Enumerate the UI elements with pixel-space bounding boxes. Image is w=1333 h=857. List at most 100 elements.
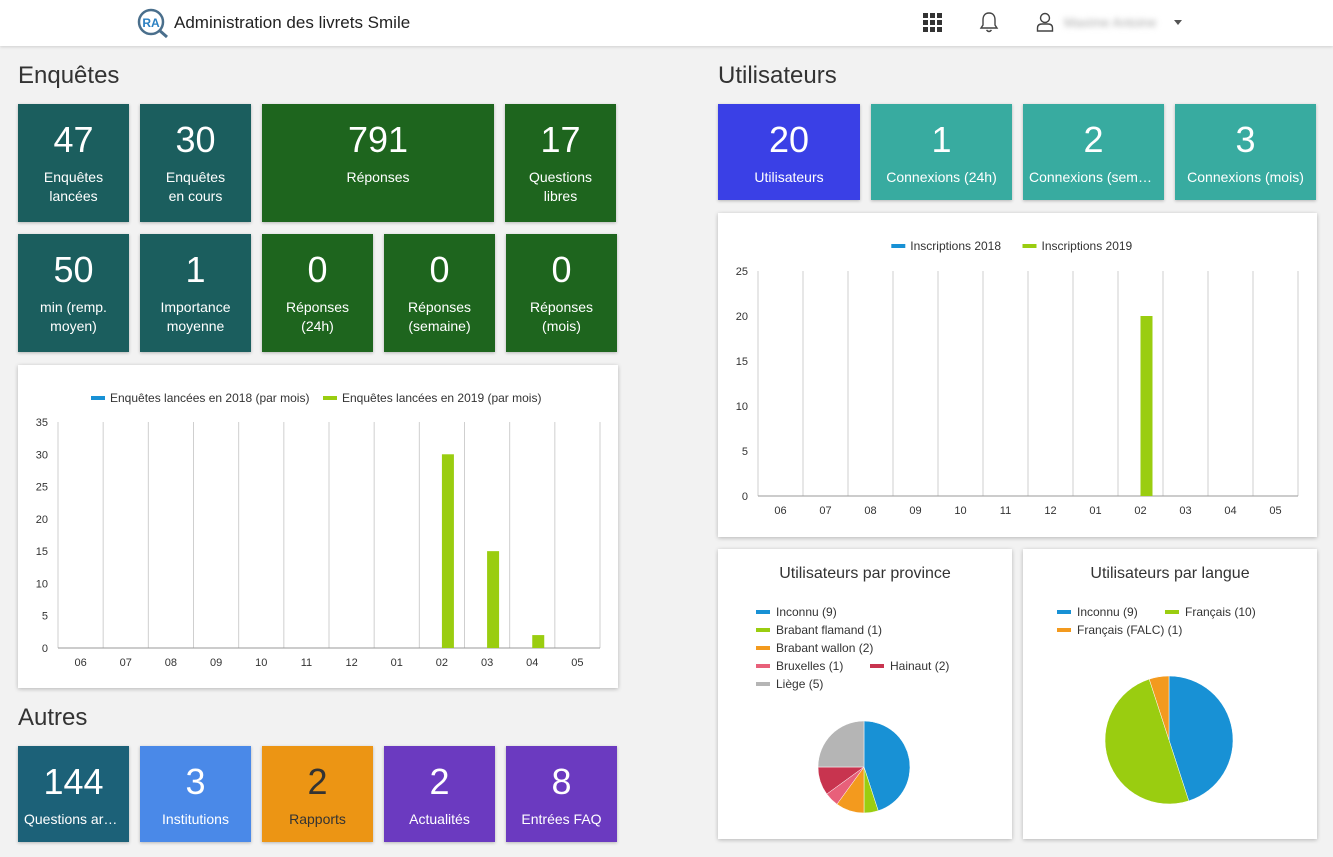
y-tick-label: 20 [736,311,748,323]
inscriptions-bar-chart: Inscriptions 2018 Inscriptions 2019051015… [736,239,1299,517]
tile-value: 0 [307,249,328,290]
x-tick-label: 04 [526,657,538,669]
x-tick-label: 08 [165,657,177,669]
tile-label: Importance moyenne [160,299,231,334]
section-title-autres: Autres [18,704,88,731]
x-tick-label: 04 [1224,505,1236,517]
x-tick-label: 03 [481,657,493,669]
legend-label: Brabant wallon (2) [776,641,873,655]
tile-label: Enquêtes lancées [43,169,104,204]
legend-swatch [756,610,770,614]
tile-enquetes-en-cours[interactable]: 30 Enquêtes en cours [140,104,251,222]
x-tick-label: 02 [1134,505,1146,517]
user-menu-caret-icon[interactable] [1174,20,1182,25]
x-tick-label: 11 [301,657,312,669]
y-tick-label: 5 [42,611,48,623]
tile-actualites[interactable]: 2 Actualités [384,746,495,842]
tile-connexions-24h[interactable]: 1 Connexions (24h) [871,104,1012,200]
tile-institutions[interactable]: 3 Institutions [140,746,251,842]
tile-label: Enquêtes en cours [165,169,226,204]
tile-label: Utilisateurs [754,169,824,185]
y-tick-label: 20 [36,514,48,526]
inscriptions-chart-card: Inscriptions 2018 Inscriptions 2019 0 5 10 15… [718,213,1317,537]
legend-label: Inscriptions 2019 [1042,239,1133,253]
legend-label: Enquêtes lancées en 2018 (par mois) [110,391,309,405]
tile-value: 50 [53,249,94,290]
tile-label: Questions libres [528,169,593,204]
notification-bell-icon[interactable] [979,11,999,33]
pie-slice [863,720,911,812]
tile-label: Questions archivées [24,811,129,827]
tile-temps-remplissage[interactable]: 50 min (remp. moyen) [18,234,129,352]
app-logo-icon[interactable]: RA [137,8,169,38]
tile-value: 3 [185,761,206,802]
tile-enquetes-lancees[interactable]: 47 Enquêtes lancées [18,104,129,222]
x-tick-label: 06 [774,505,786,517]
tile-value: 3 [1235,119,1256,160]
tile-entrees-faq[interactable]: 8 Entrées FAQ [506,746,617,842]
tile-utilisateurs[interactable]: 20 Utilisateurs [718,104,860,200]
legend-label: Inconnu (9) [1077,605,1138,619]
pie-slice [1104,678,1190,805]
tile-importance-moyenne[interactable]: 1 Importance moyenne [140,234,251,352]
x-tick-label: 06 [74,657,86,669]
tile-value: 1 [931,119,952,160]
legend-label: Inconnu (9) [776,605,837,619]
bar [532,635,545,648]
tile-connexions-mois[interactable]: 3 Connexions (mois) [1175,104,1316,200]
tile-label: Réponses (semaine) [407,299,472,334]
x-tick-label: 12 [345,657,357,669]
tile-value: 0 [551,249,572,290]
langue-pie-chart: Utilisateurs par langue Inconnu (9) França… [1057,565,1256,805]
legend-label: Hainaut (2) [890,659,949,673]
x-tick-label: 05 [571,657,583,669]
legend-label: Liège (5) [776,677,823,691]
y-tick-label: 10 [36,578,48,590]
pie-slice [1148,675,1170,741]
tile-label: Réponses [346,169,410,185]
tile-label: Réponses (mois) [529,299,594,334]
pie-slice [817,720,865,768]
x-tick-label: 01 [391,657,403,669]
legend-swatch [756,646,770,650]
chart-title: Utilisateurs par langue [1090,565,1249,582]
chart-title: Utilisateurs par province [779,565,951,582]
tile-value: 2 [307,761,328,802]
tile-reponses-24h[interactable]: 0 Réponses (24h) [262,234,373,352]
pie-slice [1168,675,1234,802]
legend-swatch [323,396,337,400]
langue-pie-card: Utilisateurs par langue Inconnu (9) França… [1023,549,1317,839]
x-tick-label: 02 [436,657,448,669]
tile-connexions-semaine[interactable]: 2 Connexions (semaine) [1023,104,1164,200]
tile-label: min (remp. moyen) [40,299,107,334]
apps-grid-icon[interactable] [923,13,942,32]
legend-swatch [1057,610,1071,614]
legend-swatch [1057,628,1071,632]
app-title[interactable]: Administration des livrets Smile [174,13,411,32]
legend-swatch [1165,610,1179,614]
bar [1140,316,1153,496]
user-icon[interactable] [1036,11,1054,33]
tile-questions-libres[interactable]: 17 Questions libres [505,104,616,222]
tile-questions-archivees[interactable]: 144 Questions archivées [18,746,129,842]
top-bar: RA Administration des livrets Smile Maxi… [0,0,1333,46]
x-tick-label: 09 [909,505,921,517]
section-title-enquetes: Enquêtes [18,62,120,89]
legend-swatch [870,664,884,668]
tile-value: 0 [429,249,450,290]
legend-label: Inscriptions 2018 [910,239,1001,253]
y-tick-label: 0 [742,491,748,503]
bar [441,454,454,648]
tile-value: 8 [551,761,572,802]
tile-reponses[interactable]: 791 Réponses [262,104,494,222]
tile-reponses-semaine[interactable]: 0 Réponses (semaine) [384,234,495,352]
tile-value: 47 [53,119,94,160]
tile-value: 1 [185,249,206,290]
tile-label: Actualités [409,811,470,827]
tile-rapports[interactable]: 2 Rapports [262,746,373,842]
tile-label: Connexions (mois) [1187,169,1304,185]
tile-reponses-mois[interactable]: 0 Réponses (mois) [506,234,617,352]
enquetes-chart-card: Enquêtes lancées en 2018 (par mois) Enquê… [18,365,618,688]
user-name[interactable]: Maxime Antoine [1064,15,1157,30]
x-tick-label: 12 [1044,505,1056,517]
